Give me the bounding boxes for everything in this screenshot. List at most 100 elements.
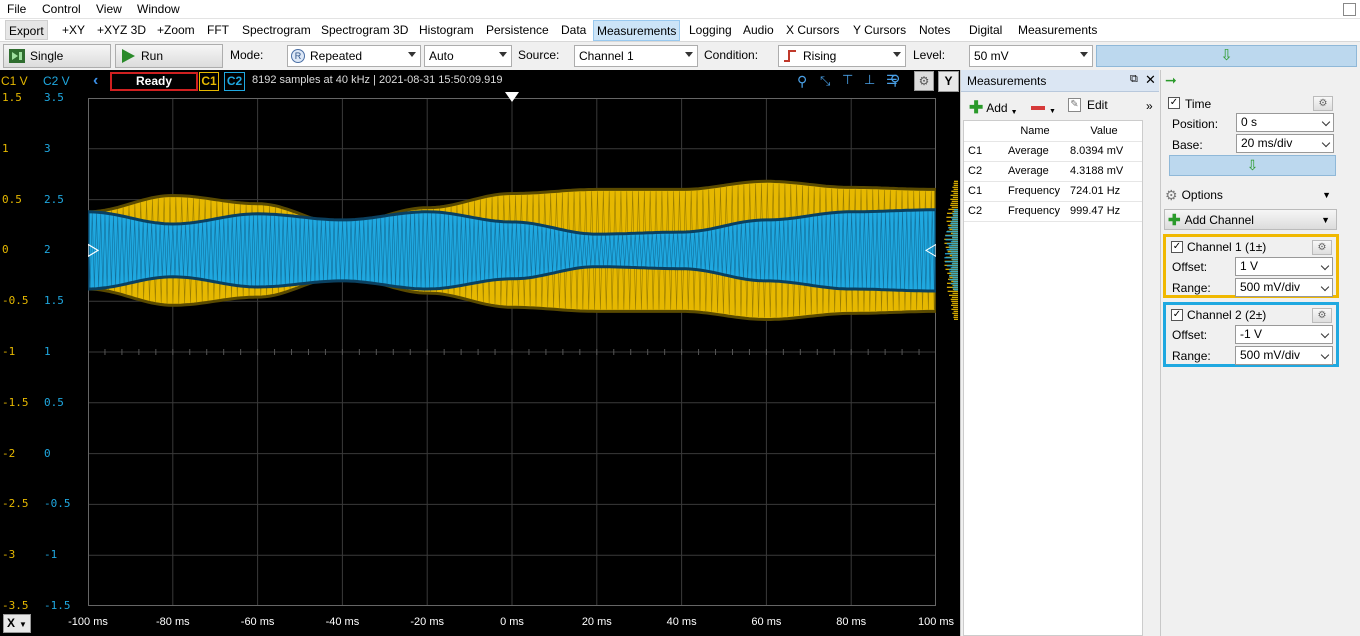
tab-spectrogram-3d[interactable]: Spectrogram 3D (321, 23, 409, 37)
channel-1-gear-icon[interactable]: ⚙ (1312, 240, 1332, 255)
trigger-position-marker[interactable] (505, 92, 519, 102)
channel-1-label: Channel 1 (1±) (1187, 240, 1267, 254)
tab-fft[interactable]: FFT (207, 23, 229, 37)
position-value: 0 s (1241, 115, 1258, 129)
window-restore-icon[interactable] (1343, 3, 1356, 16)
menu-file[interactable]: File (7, 2, 27, 16)
undock-icon[interactable]: ⧉ (1130, 73, 1138, 85)
level-histogram-strip (944, 180, 958, 320)
ch2-offset-field[interactable]: -1 V (1235, 325, 1333, 344)
c2-tick-label: -1.5 (44, 599, 71, 612)
ch1-offset-field[interactable]: 1 V (1235, 257, 1333, 276)
zoom-fit-icon[interactable]: ⤡ (820, 73, 831, 88)
align-center-icon[interactable]: ☰ (886, 72, 898, 87)
c2-tick-label: 3.5 (44, 91, 64, 104)
ch2-tag[interactable]: C2 (224, 72, 245, 91)
trigger-expand-button[interactable]: ⇩ (1096, 45, 1357, 67)
time-gear-icon[interactable]: ⚙ (1313, 96, 1333, 111)
collapse-right-arrow-icon[interactable]: ➞ (1165, 72, 1177, 88)
close-icon[interactable]: ✕ (1145, 72, 1156, 87)
tab-x-cursors[interactable]: X Cursors (786, 23, 840, 37)
down-arrow-icon: ⇩ (1246, 157, 1259, 173)
add-channel-button[interactable]: ✚ Add Channel ▼ (1164, 209, 1337, 230)
tab-xy[interactable]: +XY (62, 23, 86, 37)
condition-value: Rising (803, 49, 837, 63)
time-checkbox[interactable]: ✓ (1168, 97, 1180, 109)
measurement-ch-cell: C1 (964, 141, 1004, 162)
y-axis-button[interactable]: Y (938, 71, 959, 92)
measurements-header: Measurements ⧉ ✕ (961, 70, 1159, 92)
level-input[interactable]: 50 mV (969, 45, 1093, 67)
c2-tick-label: -0.5 (44, 497, 71, 511)
tab-bar: Export +XY +XYZ 3D +Zoom FFT Spectrogram… (0, 19, 1360, 42)
tab-audio[interactable]: Audio (743, 23, 774, 37)
tab-measurements[interactable]: Measurements (593, 20, 681, 41)
tab-measurements-2[interactable]: Measurements (1018, 23, 1098, 37)
table-row[interactable]: C2 Frequency 999.47 Hz (964, 201, 1142, 222)
back-chevron-icon[interactable]: ‹ (93, 72, 99, 89)
measurement-value-cell: 999.47 Hz (1066, 201, 1142, 222)
channel-1-checkbox[interactable]: ✓ (1171, 241, 1183, 253)
condition-select[interactable]: Rising (778, 45, 906, 67)
zoom-in-icon[interactable]: ⚲ (797, 73, 808, 89)
ch2-range-field[interactable]: 500 mV/div (1235, 346, 1333, 365)
tab-persistence[interactable]: Persistence (486, 23, 549, 37)
edit-measurement-button[interactable]: ✎ Edit (1068, 98, 1108, 112)
base-field[interactable]: 20 ms/div (1236, 134, 1334, 153)
align-bottom-icon[interactable]: ⊥ (864, 72, 876, 87)
measurement-ch-cell: C2 (964, 161, 1004, 182)
ch1-range-value: 500 mV/div (1240, 280, 1301, 294)
run-button[interactable]: Run (115, 44, 223, 68)
repeated-icon: R (291, 49, 305, 63)
tab-y-cursors[interactable]: Y Cursors (853, 23, 907, 37)
channel-2-checkbox[interactable]: ✓ (1171, 309, 1183, 321)
tab-spectrogram[interactable]: Spectrogram (242, 23, 311, 37)
single-button[interactable]: Single (3, 44, 111, 68)
tab-data[interactable]: Data (561, 23, 587, 37)
time-expand-button[interactable]: ⇩ (1169, 155, 1336, 176)
add-channel-label: Add Channel (1184, 212, 1254, 227)
align-left-icon[interactable]: ⊤ (842, 72, 854, 87)
play-icon (122, 49, 135, 63)
remove-measurement-button[interactable]: ▼ (1031, 100, 1056, 115)
tab-logging[interactable]: Logging (689, 23, 732, 37)
menu-control[interactable]: Control (42, 2, 81, 16)
source-select[interactable]: Channel 1 (574, 45, 698, 67)
source-label: Source: (518, 48, 560, 62)
tab-export[interactable]: Export (5, 20, 48, 40)
table-row[interactable]: C1 Average 8.0394 mV (964, 141, 1142, 162)
table-row[interactable]: C1 Frequency 724.01 Hz (964, 181, 1142, 202)
table-row[interactable]: C2 Average 4.3188 mV (964, 161, 1142, 182)
menu-view[interactable]: View (96, 2, 122, 16)
overflow-chevron-icon[interactable]: » (1146, 99, 1153, 113)
tab-notes[interactable]: Notes (919, 23, 951, 37)
tab-xyz-3d[interactable]: +XYZ 3D (97, 23, 147, 37)
ch1-tag[interactable]: C1 (199, 72, 219, 91)
series-c2-line (88, 210, 935, 290)
mode-select[interactable]: R Repeated (287, 45, 421, 67)
options-button[interactable]: ⚙ Options ▼ (1165, 185, 1337, 205)
tab-histogram[interactable]: Histogram (419, 23, 474, 37)
add-measurement-button[interactable]: ✚ Add ▼ (969, 98, 1018, 118)
rising-edge-icon (784, 50, 796, 62)
position-field[interactable]: 0 s (1236, 113, 1334, 132)
tab-zoom[interactable]: +Zoom (157, 23, 195, 37)
waveform-plot[interactable] (88, 98, 936, 606)
measurements-table: Name Value C1 Average 8.0394 mV C2 Average 4.… (964, 121, 1142, 222)
c1-tick-label: 0.5 (2, 192, 22, 206)
ch1-range-field[interactable]: 500 mV/div (1235, 278, 1333, 297)
channel-2-gear-icon[interactable]: ⚙ (1312, 308, 1332, 323)
menu-window[interactable]: Window (137, 2, 180, 16)
x-tick-label: 0 ms (500, 616, 524, 628)
chevron-down-icon: ▼ (1321, 214, 1330, 225)
mode-label: Mode: (230, 48, 264, 62)
tab-digital[interactable]: Digital (969, 23, 1003, 37)
x-axis-button[interactable]: X ▼ (3, 614, 31, 633)
auto-select[interactable]: Auto (424, 45, 512, 67)
x-tick-label: 40 ms (666, 616, 697, 628)
channel-1-section: ✓ Channel 1 (1±) ⚙ Offset: 1 V Range: 50… (1163, 234, 1339, 298)
x-tick-label: 20 ms (581, 616, 612, 628)
c1-tick-label: 1.5 (2, 91, 22, 104)
zoom-out-icon[interactable]: ⚲ (890, 72, 901, 88)
settings-gear-icon[interactable]: ⚙ (914, 71, 934, 91)
